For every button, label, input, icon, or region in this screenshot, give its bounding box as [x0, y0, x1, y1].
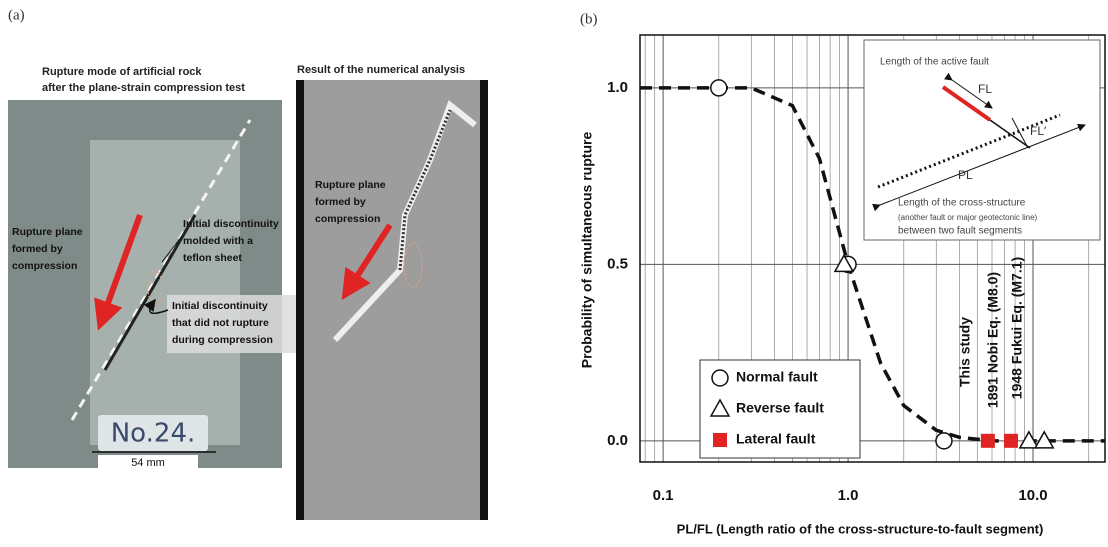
dashed-line	[70, 119, 252, 421]
marker-square	[980, 433, 995, 448]
annotation: formed by	[315, 196, 366, 208]
marker-square	[1003, 433, 1018, 448]
specimen-label: No.24.	[111, 419, 196, 449]
legend: Normal fault Reverse fault Lateral fault	[699, 359, 861, 459]
annotation: Initial discontinuity	[183, 218, 279, 230]
inset-text: Length of the cross-structure	[898, 198, 1026, 209]
caption: after the plane-strain compression test	[42, 82, 245, 94]
annotation: that did not rupture	[172, 317, 269, 329]
platen	[480, 80, 488, 520]
marker-triangle	[833, 253, 855, 273]
marker-triangle	[1033, 430, 1055, 449]
annotation: 1948 Fukui Eq. (M7.1)	[1009, 257, 1025, 399]
annotation: compression	[12, 260, 77, 272]
marker-square	[713, 433, 727, 447]
length-arrow	[1011, 117, 1029, 149]
annotation: molded with a	[183, 235, 253, 247]
plot: This study 1891 Nobi Eq. (M8.0) 1948 Fukui…	[640, 79, 1105, 450]
scale-bg	[98, 455, 198, 471]
marker-circle	[935, 432, 953, 450]
red-arrow	[94, 213, 143, 331]
inset-text: Length of the active fault	[880, 57, 989, 68]
y-axis-label: Probability of simultaneous rupture	[579, 132, 595, 369]
annotation: teflon sheet	[183, 252, 242, 264]
annotation: This study	[957, 317, 973, 387]
annotation: Rupture plane	[315, 179, 386, 191]
inset-text: PL	[958, 168, 973, 182]
panel-label: (b)	[580, 11, 598, 27]
caption: Rupture mode of artificial rock	[42, 66, 202, 78]
ellipse	[403, 242, 423, 288]
label-card	[98, 415, 208, 451]
scale-label: 54 mm	[131, 457, 165, 469]
y-tick-label: 1.0	[607, 79, 628, 96]
simulation	[296, 80, 488, 520]
inset: Length of the active fault FL FL′ PL Len…	[863, 39, 1101, 241]
length-arrow	[943, 72, 993, 109]
marker-triangle	[709, 398, 731, 417]
rupture-path	[398, 109, 452, 271]
plot-frame	[639, 34, 1106, 463]
annotation: 1891 Nobi Eq. (M8.0)	[985, 272, 1001, 408]
inset-box	[863, 39, 1101, 241]
marker-circle	[710, 79, 728, 97]
pointer	[143, 298, 169, 315]
x-axis-label: PL/FL (Length ratio of the cross-structu…	[677, 521, 1044, 536]
annotation: Rupture plane	[12, 226, 83, 238]
annotation: compression	[315, 213, 380, 225]
panel-label: (a)	[8, 7, 25, 23]
annotation-bg	[167, 295, 307, 353]
annotation: formed by	[12, 243, 63, 255]
y-tick-label: 0.5	[607, 255, 628, 272]
pointer	[161, 235, 183, 263]
marker-triangle	[1018, 430, 1040, 449]
inset-text: FL′	[1030, 124, 1047, 138]
x-tick-label: 10.0	[1018, 487, 1047, 504]
caption: Result of the numerical analysis	[297, 64, 465, 76]
y-tick-label: 0.0	[607, 432, 628, 449]
legend-label: Normal fault	[736, 369, 818, 385]
platen	[296, 80, 304, 520]
x-tick-label: 0.1	[653, 487, 674, 504]
annotation: during compression	[172, 334, 273, 346]
fit-curve	[640, 86, 1105, 443]
legend-label: Lateral fault	[736, 431, 816, 447]
inset-text: between two fault segments	[898, 226, 1022, 237]
panel-a: (a) Rupture mode of artificial rock afte…	[8, 7, 488, 520]
length-arrow	[872, 123, 1086, 212]
legend-label: Reverse fault	[736, 400, 824, 416]
inset-text: FL	[978, 82, 992, 96]
x-tick-label: 1.0	[838, 487, 859, 504]
red-arrow	[341, 223, 393, 301]
annotation: Initial discontinuity	[172, 300, 268, 312]
inset-text: (another fault or major geotectonic line…	[898, 213, 1038, 222]
rupture	[103, 214, 197, 371]
marker-circle	[711, 369, 729, 387]
